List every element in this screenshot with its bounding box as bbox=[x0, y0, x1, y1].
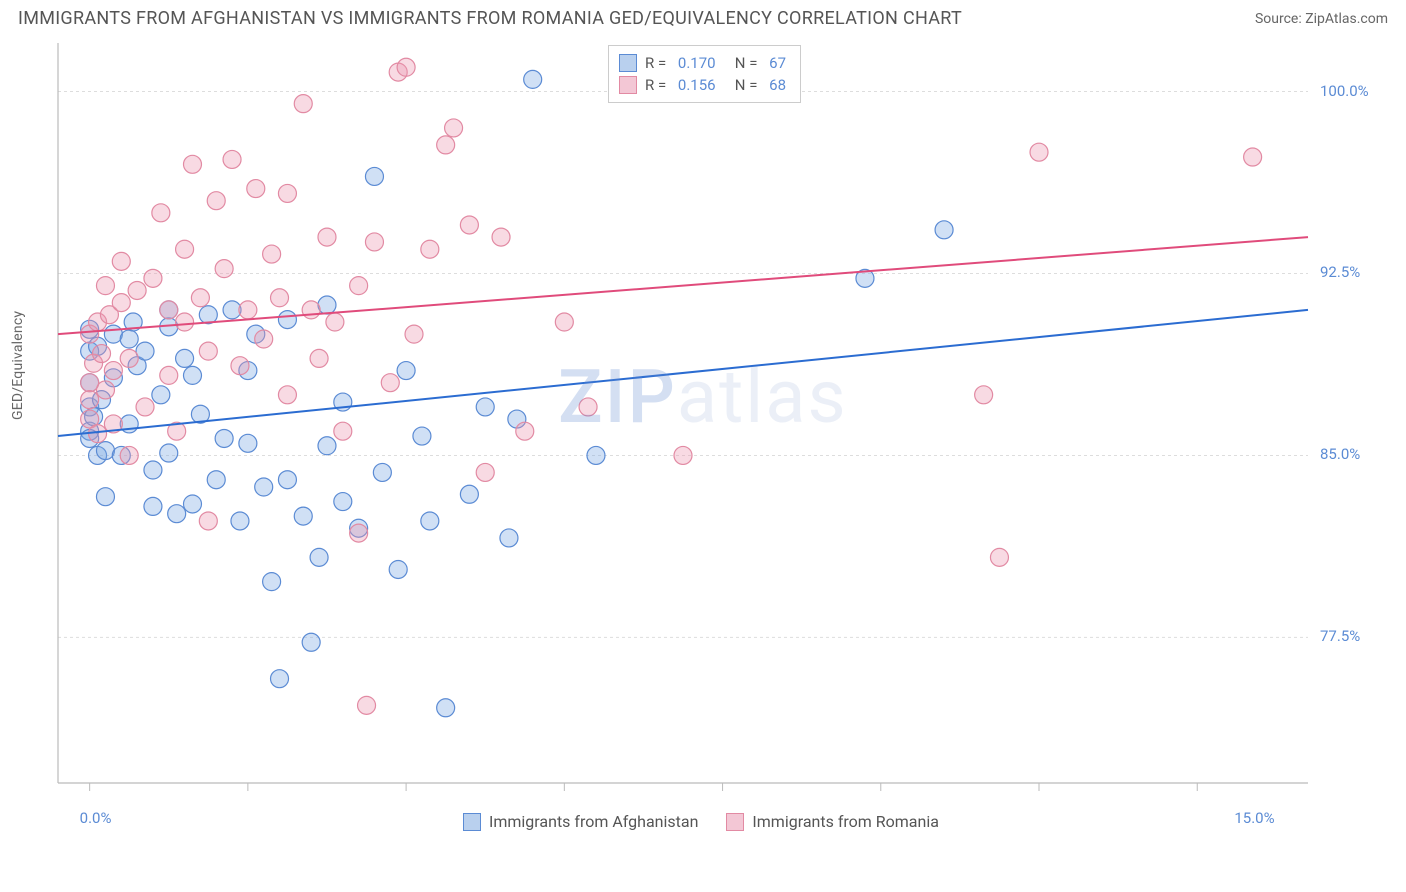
legend-swatch bbox=[726, 813, 744, 831]
legend-r-label: R = bbox=[645, 52, 670, 74]
plot-area: 77.5%85.0%92.5%100.0% 0.0%15.0% ZIPatlas… bbox=[48, 37, 1388, 817]
source-label: Source: ZipAtlas.com bbox=[1255, 11, 1388, 27]
y-tick-label: 85.0% bbox=[1320, 445, 1360, 463]
x-tick-label: 15.0% bbox=[1234, 809, 1274, 827]
legend-n-label: N = bbox=[724, 52, 762, 74]
y-tick-label: 100.0% bbox=[1320, 82, 1369, 100]
legend-r-value: 0.170 bbox=[678, 52, 716, 74]
scatter-plot-svg bbox=[48, 37, 1378, 817]
legend-series: Immigrants from Afghanistan Immigrants fr… bbox=[463, 812, 939, 831]
legend-r-label: R = bbox=[645, 74, 670, 96]
source-prefix: Source: bbox=[1255, 11, 1305, 27]
y-tick-label: 77.5% bbox=[1320, 627, 1360, 645]
legend-stat-row: R = 0.156 N = 68 bbox=[619, 74, 786, 96]
legend-swatch bbox=[619, 54, 637, 72]
legend-series-item: Immigrants from Afghanistan bbox=[463, 812, 698, 831]
legend-series-item: Immigrants from Romania bbox=[726, 812, 939, 831]
legend-stats: R = 0.170 N = 67R = 0.156 N = 68 bbox=[608, 45, 801, 103]
chart-title: IMMIGRANTS FROM AFGHANISTAN VS IMMIGRANT… bbox=[18, 8, 962, 29]
x-tick-label: 0.0% bbox=[80, 809, 112, 827]
chart-header: IMMIGRANTS FROM AFGHANISTAN VS IMMIGRANT… bbox=[0, 0, 1406, 33]
legend-swatch bbox=[619, 76, 637, 94]
source-link[interactable]: ZipAtlas.com bbox=[1305, 11, 1388, 27]
legend-stat-row: R = 0.170 N = 67 bbox=[619, 52, 786, 74]
legend-n-value: 68 bbox=[769, 74, 786, 96]
legend-series-label: Immigrants from Afghanistan bbox=[489, 812, 698, 831]
y-tick-label: 92.5% bbox=[1320, 263, 1360, 281]
legend-series-label: Immigrants from Romania bbox=[752, 812, 939, 831]
legend-swatch bbox=[463, 813, 481, 831]
legend-n-label: N = bbox=[724, 74, 762, 96]
legend-r-value: 0.156 bbox=[678, 74, 716, 96]
legend-n-value: 67 bbox=[769, 52, 786, 74]
y-axis-label: GED/Equivalency bbox=[10, 311, 26, 420]
